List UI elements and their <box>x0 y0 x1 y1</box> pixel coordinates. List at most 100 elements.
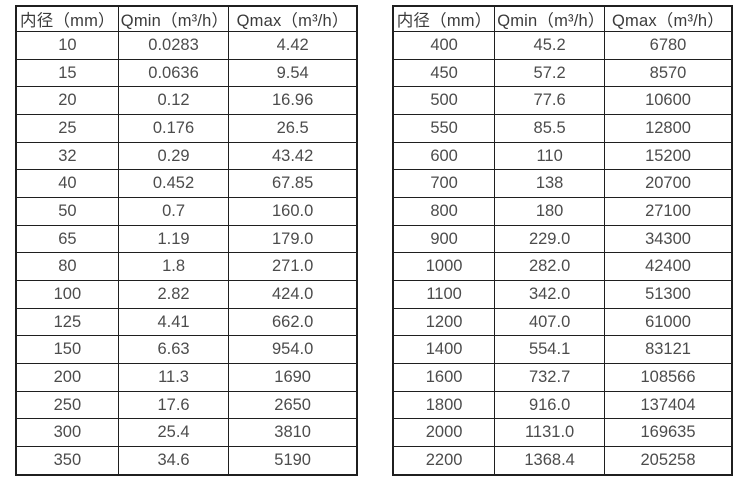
table-cell: 179.0 <box>228 224 358 254</box>
table-cell: 2.82 <box>117 280 230 309</box>
table-cell: 4.41 <box>117 307 230 337</box>
table-row: 2200 1368.4 205258 <box>392 446 733 476</box>
table-row: 20 0.12 16.96 <box>15 86 358 116</box>
table-cell: 0.7 <box>117 197 230 226</box>
table-row: 1200 407.0 61000 <box>392 307 733 337</box>
table-cell: 1690 <box>228 363 358 392</box>
table-cell: 125 <box>15 307 119 337</box>
table-cell: 108566 <box>604 363 733 392</box>
table-cell: 900 <box>392 224 496 254</box>
table-cell: 83121 <box>604 335 733 365</box>
table-row: 80 1.8 271.0 <box>15 252 358 282</box>
col-header-inner-diameter: 内径（mm） <box>392 5 496 32</box>
table-cell: 61000 <box>604 307 733 337</box>
table-cell: 1400 <box>392 335 496 365</box>
table-row: 800 180 27100 <box>392 197 733 226</box>
col-header-qmin: Qmin（m³/h） <box>494 5 606 32</box>
table-cell: 205258 <box>604 446 733 476</box>
table-cell: 500 <box>392 86 496 116</box>
table-cell: 65 <box>15 224 119 254</box>
table-cell: 51300 <box>604 280 733 309</box>
flow-spec-table-right: 内径（mm） Qmin（m³/h） Qmax（m³/h） 400 45.2 6780… <box>392 5 733 476</box>
table-row: 65 1.19 179.0 <box>15 224 358 254</box>
table-cell: 6.63 <box>117 335 230 365</box>
header-row: 内径（mm） Qmin（m³/h） Qmax（m³/h） <box>392 5 733 32</box>
table-row: 300 25.4 3810 <box>15 418 358 448</box>
table-cell: 6780 <box>604 31 733 60</box>
table-cell: 250 <box>15 390 119 420</box>
table-row: 150 6.63 954.0 <box>15 335 358 365</box>
table-cell: 15200 <box>604 141 733 171</box>
table-row: 100 2.82 424.0 <box>15 280 358 309</box>
table-cell: 2200 <box>392 446 496 476</box>
table-cell: 25.4 <box>117 418 230 448</box>
table-row: 1100 342.0 51300 <box>392 280 733 309</box>
table-cell: 0.0283 <box>117 31 230 60</box>
table-row: 350 34.6 5190 <box>15 446 358 476</box>
table-row: 125 4.41 662.0 <box>15 307 358 337</box>
table-cell: 27100 <box>604 197 733 226</box>
table-cell: 57.2 <box>494 58 606 88</box>
table-cell: 0.29 <box>117 141 230 171</box>
table-row: 1600 732.7 108566 <box>392 363 733 392</box>
table-cell: 554.1 <box>494 335 606 365</box>
table-header-right: 内径（mm） Qmin（m³/h） Qmax（m³/h） <box>392 5 733 32</box>
table-cell: 700 <box>392 169 496 199</box>
table-cell: 954.0 <box>228 335 358 365</box>
table-row: 1800 916.0 137404 <box>392 390 733 420</box>
table-cell: 0.176 <box>117 114 230 143</box>
table-cell: 80 <box>15 252 119 282</box>
table-cell: 40 <box>15 169 119 199</box>
table-row: 2000 1131.0 169635 <box>392 418 733 448</box>
table-row: 32 0.29 43.42 <box>15 141 358 171</box>
table-cell: 10600 <box>604 86 733 116</box>
table-cell: 800 <box>392 197 496 226</box>
table-cell: 8570 <box>604 58 733 88</box>
table-cell: 916.0 <box>494 390 606 420</box>
table-row: 200 11.3 1690 <box>15 363 358 392</box>
table-cell: 1368.4 <box>494 446 606 476</box>
table-cell: 450 <box>392 58 496 88</box>
table-row: 550 85.5 12800 <box>392 114 733 143</box>
table-cell: 138 <box>494 169 606 199</box>
table-cell: 229.0 <box>494 224 606 254</box>
table-cell: 732.7 <box>494 363 606 392</box>
table-cell: 1200 <box>392 307 496 337</box>
table-row: 700 138 20700 <box>392 169 733 199</box>
table-cell: 200 <box>15 363 119 392</box>
table-cell: 150 <box>15 335 119 365</box>
table-row: 40 0.452 67.85 <box>15 169 358 199</box>
table-cell: 26.5 <box>228 114 358 143</box>
col-header-qmax: Qmax（m³/h） <box>228 5 358 32</box>
table-cell: 2650 <box>228 390 358 420</box>
table-cell: 11.3 <box>117 363 230 392</box>
table-row: 15 0.0636 9.54 <box>15 58 358 88</box>
table-row: 50 0.7 160.0 <box>15 197 358 226</box>
table-cell: 0.0636 <box>117 58 230 88</box>
table-cell: 169635 <box>604 418 733 448</box>
table-cell: 20700 <box>604 169 733 199</box>
table-cell: 0.12 <box>117 86 230 116</box>
table-cell: 407.0 <box>494 307 606 337</box>
table-cell: 271.0 <box>228 252 358 282</box>
table-cell: 1100 <box>392 280 496 309</box>
table-cell: 1131.0 <box>494 418 606 448</box>
table-cell: 180 <box>494 197 606 226</box>
table-cell: 16.96 <box>228 86 358 116</box>
table-cell: 137404 <box>604 390 733 420</box>
table-cell: 342.0 <box>494 280 606 309</box>
table-cell: 282.0 <box>494 252 606 282</box>
table-body-right: 400 45.2 6780 450 57.2 8570 500 77.6 10600 550 85.… <box>392 31 733 476</box>
table-cell: 20 <box>15 86 119 116</box>
table-row: 250 17.6 2650 <box>15 390 358 420</box>
col-header-qmax: Qmax（m³/h） <box>604 5 733 32</box>
table-cell: 10 <box>15 31 119 60</box>
table-row: 25 0.176 26.5 <box>15 114 358 143</box>
table-row: 400 45.2 6780 <box>392 31 733 60</box>
table-cell: 15 <box>15 58 119 88</box>
table-cell: 32 <box>15 141 119 171</box>
table-row: 10 0.0283 4.42 <box>15 31 358 60</box>
table-cell: 34.6 <box>117 446 230 476</box>
table-cell: 1.8 <box>117 252 230 282</box>
table-row: 1000 282.0 42400 <box>392 252 733 282</box>
